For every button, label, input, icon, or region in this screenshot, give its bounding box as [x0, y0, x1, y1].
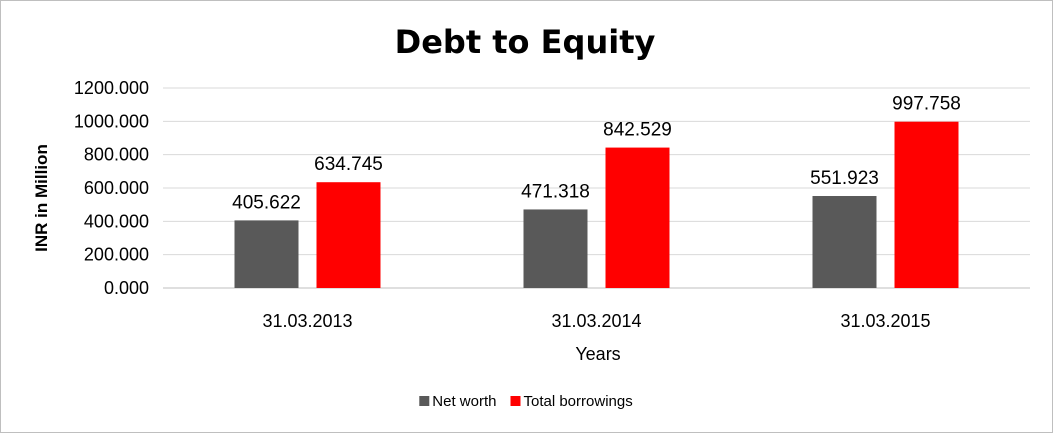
y-tick-label: 800.000: [84, 145, 149, 165]
x-tick-label: 31.03.2015: [840, 311, 930, 331]
legend-swatch: [419, 396, 430, 406]
bar: [316, 182, 381, 288]
data-label: 471.318: [521, 181, 590, 202]
gridlines: [163, 87, 1030, 289]
data-label: 997.758: [892, 94, 961, 115]
x-tick-label: 31.03.2014: [551, 311, 641, 331]
bar: [812, 196, 877, 288]
legend-label: Net worth: [432, 393, 496, 410]
y-tick-label: 1000.000: [74, 111, 149, 131]
legend: Net worth Total borrowings: [419, 393, 633, 410]
data-label: 634.745: [314, 154, 383, 175]
x-tick-label: 31.03.2013: [262, 311, 352, 331]
y-axis-ticks: 0.000 200.000 400.000 600.000 800.000 1000.00…: [74, 78, 149, 298]
bar: [605, 147, 670, 288]
x-axis-ticks: 31.03.2013 31.03.2014 31.03.2015: [262, 311, 930, 331]
x-axis-label: Years: [575, 344, 620, 364]
data-labels: 405.622 634.745 471.318 842.529 551.923 997.7…: [232, 94, 961, 214]
y-tick-label: 1200.000: [74, 78, 149, 98]
data-label: 551.923: [810, 168, 879, 189]
data-label: 405.622: [232, 192, 301, 213]
y-tick-label: 600.000: [84, 178, 149, 198]
bar: [523, 209, 588, 288]
bar: [894, 121, 959, 288]
legend-swatch: [510, 396, 521, 406]
y-tick-label: 400.000: [84, 211, 149, 231]
bars: [234, 121, 959, 288]
bar: [234, 220, 299, 288]
legend-label: Total borrowings: [523, 393, 632, 410]
y-axis-label: INR in Million: [32, 144, 51, 252]
legend-item: Total borrowings: [510, 393, 633, 410]
legend-item: Net worth: [419, 393, 496, 410]
y-tick-label: 200.000: [84, 245, 149, 265]
y-tick-label: 0.000: [104, 278, 149, 298]
chart-title: Debt to Equity: [395, 23, 656, 61]
data-label: 842.529: [603, 120, 672, 141]
